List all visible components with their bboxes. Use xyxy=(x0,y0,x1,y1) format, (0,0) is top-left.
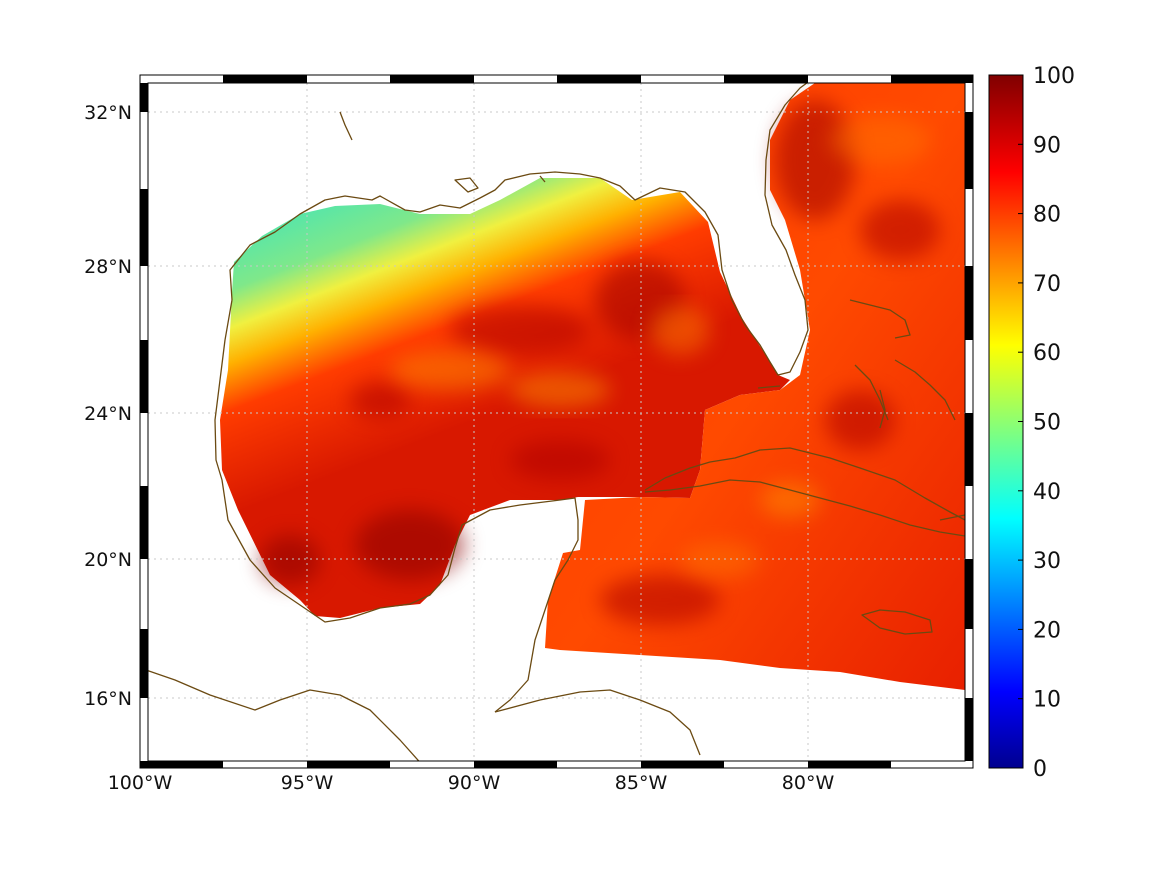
x-axis-labels: 100°W 95°W 90°W 85°W 80°W xyxy=(108,772,835,794)
graticule xyxy=(148,83,965,761)
data-field xyxy=(148,83,965,761)
map-frame xyxy=(139,74,974,769)
y-tick-label: 20°N xyxy=(84,549,132,571)
y-tick-label: 32°N xyxy=(84,102,132,124)
y-axis-labels: 32°N 28°N 24°N 20°N 16°N xyxy=(84,102,132,710)
colorbar-tick-label: 80 xyxy=(1033,203,1061,228)
coastlines xyxy=(148,83,965,761)
y-tick-label: 28°N xyxy=(84,256,132,278)
colorbar-tick-label: 0 xyxy=(1033,757,1047,782)
x-tick-label: 80°W xyxy=(782,772,835,794)
y-tick-label: 16°N xyxy=(84,688,132,710)
colorbar-tick-label: 90 xyxy=(1033,133,1061,158)
colorbar-tick-label: 30 xyxy=(1033,549,1061,574)
x-tick-label: 100°W xyxy=(108,772,173,794)
colorbar-tick-label: 60 xyxy=(1033,341,1061,366)
colorbar-tick-label: 20 xyxy=(1033,618,1061,643)
x-tick-label: 85°W xyxy=(615,772,668,794)
cuba-coastline xyxy=(644,447,965,537)
colorbar-gradient xyxy=(988,74,1024,769)
colorbar-tick-label: 10 xyxy=(1033,688,1061,713)
atlantic-field xyxy=(545,83,965,690)
mexico-gulf-coast xyxy=(214,299,579,713)
jamaica-coastline xyxy=(861,609,933,635)
x-tick-label: 95°W xyxy=(281,772,334,794)
colorbar-tick-label: 40 xyxy=(1033,480,1061,505)
colorbar-tick-label: 100 xyxy=(1033,64,1075,89)
x-tick-label: 90°W xyxy=(448,772,501,794)
colorbar-tick-label: 50 xyxy=(1033,411,1061,436)
central-america-coast xyxy=(148,670,420,761)
y-tick-label: 24°N xyxy=(84,403,132,425)
us-gulf-coast xyxy=(229,83,809,376)
colorbar-tick-label: 70 xyxy=(1033,272,1061,297)
